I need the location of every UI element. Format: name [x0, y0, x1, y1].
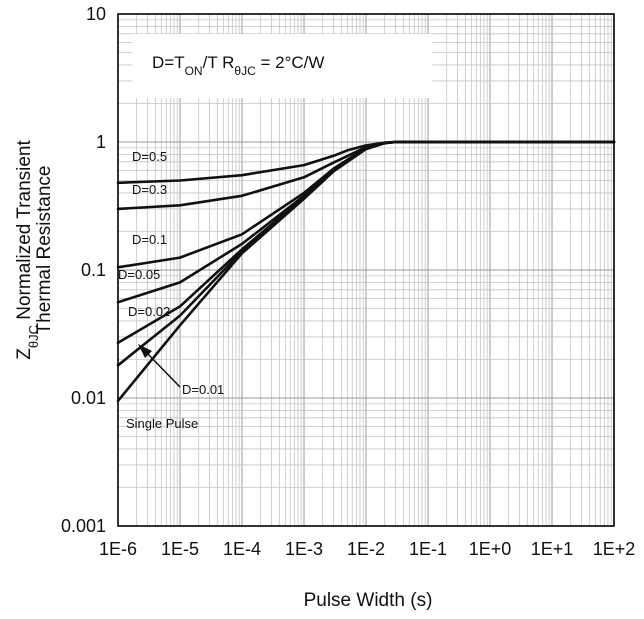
- series-line-single-pulse: [116, 140, 616, 403]
- y-axis-title-line1: ZθJC Normalized Transient: [14, 140, 41, 360]
- y-axis-title-subscript: θJC: [26, 325, 41, 348]
- y-tick-label: 1: [96, 132, 106, 152]
- x-tick-label: 1E+0: [469, 539, 512, 559]
- y-axis-title-rest: Normalized Transient: [14, 140, 35, 326]
- annotation-d-part: D=T: [152, 53, 185, 72]
- x-tick-label: 1E-6: [99, 539, 137, 559]
- annotation-d-subscript: ON: [185, 64, 203, 78]
- x-tick-label: 1E-3: [285, 539, 323, 559]
- y-tick-label: 0.001: [61, 516, 106, 536]
- pointer-arrow-layer: [138, 344, 181, 388]
- x-tick-label: 1E-4: [223, 539, 261, 559]
- annotation-d-rest: /T R: [203, 53, 235, 72]
- pointer-arrow-head: [138, 344, 152, 358]
- y-axis-title: ZθJC Normalized Transient Thermal Resist…: [14, 140, 55, 360]
- y-tick-label: 10: [86, 4, 106, 24]
- series-label-single-pulse: Single Pulse: [126, 416, 198, 431]
- y-axis-title-z: Z: [14, 348, 35, 360]
- annotation-box: D=TON/T RθJC = 2°C/W: [132, 34, 432, 98]
- y-tick-label: 0.01: [71, 388, 106, 408]
- duty-cycle-annotation: D=TON/T RθJC = 2°C/W: [152, 53, 324, 78]
- y-axis-title-line2: Thermal Resistance: [34, 166, 55, 335]
- annotation-r-rest: = 2°C/W: [256, 53, 325, 72]
- series-label-d-0-3: D=0.3: [132, 182, 167, 197]
- tick-label-layer: 1E-6 1E-5 1E-4 1E-3 1E-2 1E-1 1E+0 1E+1 1E+2 0.00…: [61, 4, 635, 559]
- x-tick-label: 1E-2: [347, 539, 385, 559]
- x-tick-label: 1E+2: [593, 539, 636, 559]
- x-axis-title: Pulse Width (s): [304, 590, 433, 611]
- pointer-arrow-shaft: [143, 349, 181, 388]
- series-label-d-0-5: D=0.5: [132, 149, 167, 164]
- x-tick-label: 1E-1: [409, 539, 447, 559]
- x-tick-label: 1E+1: [531, 539, 574, 559]
- annotation-r-subscript: θJC: [234, 64, 256, 78]
- series-label-d-0-01: D=0.01: [182, 382, 224, 397]
- series-label-d-0-05: D=0.05: [118, 267, 160, 282]
- series-label-layer: D=0.5 D=0.3 D=0.1 D=0.05 D=0.02 D=0.01 Single …: [118, 149, 224, 431]
- annotation-background: [132, 34, 432, 98]
- x-tick-label: 1E-5: [161, 539, 199, 559]
- series-label-d-0-1: D=0.1: [132, 232, 167, 247]
- plot-frame: [117, 13, 615, 527]
- series-layer: [116, 140, 616, 403]
- grid-layer: [117, 14, 614, 527]
- y-tick-label: 0.1: [81, 260, 106, 280]
- series-label-d-0-02: D=0.02: [128, 304, 170, 319]
